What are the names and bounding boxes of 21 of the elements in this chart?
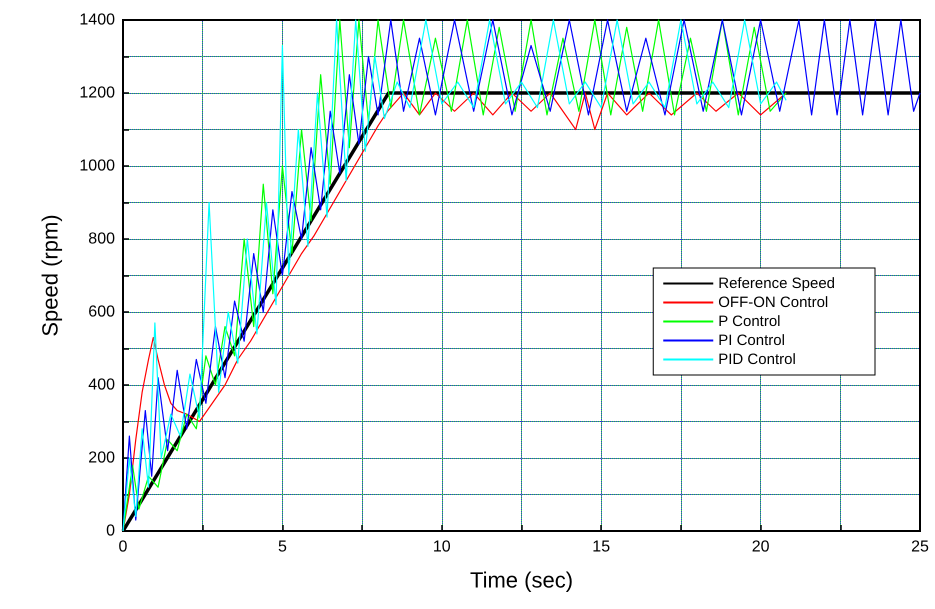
y-tick-label: 1200 (79, 84, 116, 102)
x-axis-title: Time (sec) (470, 568, 574, 592)
x-tick-label: 10 (432, 538, 451, 556)
x-tick-label: 25 (911, 538, 929, 556)
y-tick-label: 1000 (79, 158, 116, 174)
x-tick-label: 15 (592, 538, 610, 556)
legend-label: PI Control (718, 332, 785, 349)
x-tick-label: 5 (278, 538, 287, 556)
x-tick-label: 0 (118, 538, 128, 556)
legend-label: Reference Speed (718, 275, 835, 292)
y-tick-label: 0 (106, 522, 116, 540)
legend-label: PID Control (718, 351, 796, 368)
x-tick-label: 20 (752, 538, 770, 556)
y-axis-title: Speed (rpm) (38, 214, 62, 337)
legend-label: P Control (718, 313, 781, 330)
y-tick-label: 600 (88, 304, 116, 320)
legend-label: OFF-ON Control (718, 294, 828, 311)
y-tick-label: 200 (88, 450, 116, 466)
y-tick-label: 400 (88, 376, 116, 394)
y-tick-label: 1400 (79, 12, 116, 28)
y-tick-label: 800 (88, 230, 116, 248)
